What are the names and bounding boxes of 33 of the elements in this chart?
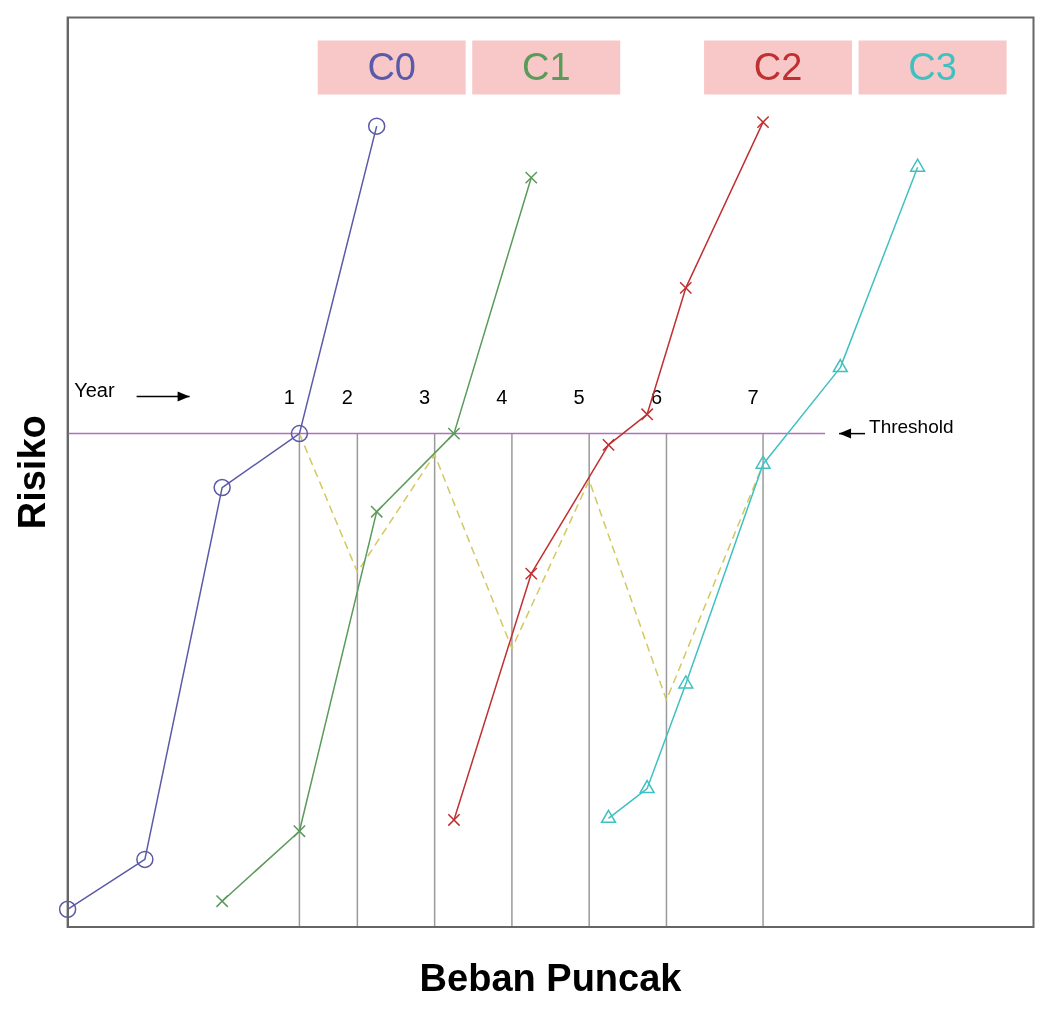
point [447,813,461,827]
point [370,505,384,519]
annotation: 2 [341,386,353,409]
series-label: C0 [367,45,416,88]
x-axis-title: Beban Puncak [419,956,683,999]
point [600,809,617,824]
annotation: 7 [747,386,759,409]
point [367,117,386,135]
point [136,850,154,869]
text: C1 [521,45,571,88]
y-axis-title: Risiko [11,415,54,530]
series-label: C3 [908,45,957,88]
point [678,675,694,689]
annotation: 5 [573,386,585,409]
point [639,779,655,794]
annotation: 4 [496,386,508,409]
point [602,438,615,452]
point [447,427,461,441]
point [293,824,306,838]
point [679,281,693,295]
point [58,900,77,919]
point [213,478,231,497]
point [640,407,654,421]
annotation: Year [74,379,115,402]
point [215,894,229,908]
ref-line-label: Threshold [869,416,954,438]
series-label: C2 [753,45,803,88]
point [524,567,538,581]
annotation: 1 [283,386,295,409]
point [524,171,538,185]
point [756,115,770,129]
point [290,424,309,443]
annotation: 3 [419,386,431,409]
